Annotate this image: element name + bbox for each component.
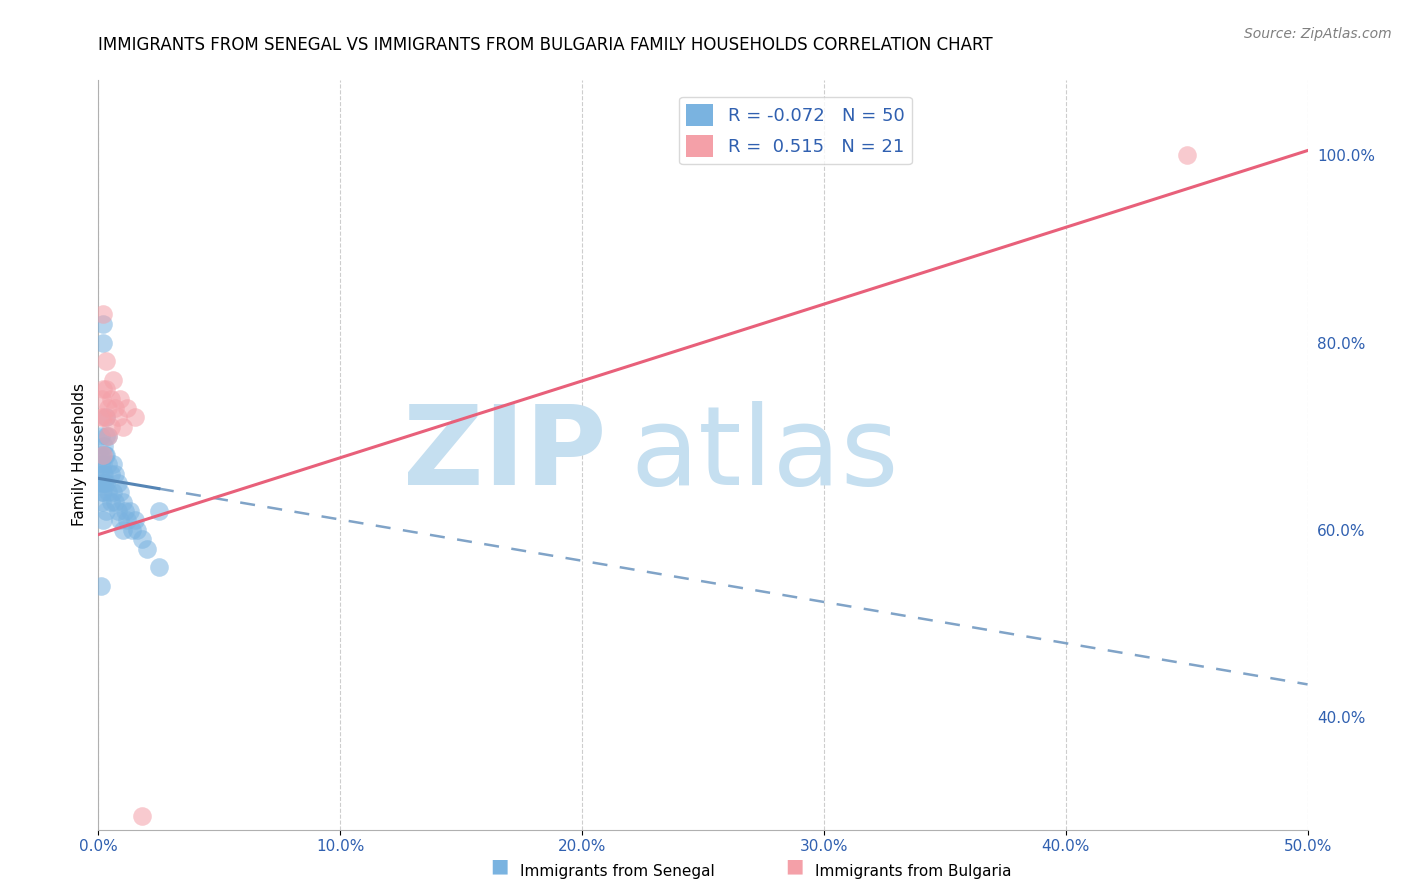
Text: Source: ZipAtlas.com: Source: ZipAtlas.com [1244, 27, 1392, 41]
Point [118, 504, 141, 518]
Point [135, 541, 157, 556]
Point [93, 476, 115, 491]
Point [100, 420, 122, 434]
Point [111, 523, 134, 537]
Point [94, 476, 117, 491]
Point [91, 410, 114, 425]
Point [91, 457, 114, 471]
Point [91, 307, 114, 322]
Point [148, 560, 170, 574]
Text: ZIP: ZIP [404, 401, 606, 508]
Point [93, 439, 115, 453]
Point [91, 335, 114, 350]
Point [91, 383, 114, 397]
Y-axis label: Family Households: Family Households [72, 384, 87, 526]
Point [107, 410, 129, 425]
Point [89, 467, 111, 481]
Point [94, 448, 117, 462]
Point [107, 504, 129, 518]
Point [90, 476, 112, 491]
Point [91, 467, 114, 481]
Point [101, 485, 124, 500]
Point [90, 579, 112, 593]
Point [108, 485, 131, 500]
Point [117, 401, 139, 416]
Point [108, 514, 131, 528]
Point [91, 448, 114, 462]
Point [114, 504, 136, 518]
Text: ■: ■ [489, 857, 509, 876]
Point [90, 429, 112, 443]
Point [111, 494, 134, 508]
Point [91, 485, 114, 500]
Point [93, 448, 115, 462]
Point [97, 429, 120, 443]
Point [94, 429, 117, 443]
Point [101, 457, 124, 471]
Point [127, 523, 149, 537]
Text: ■: ■ [785, 857, 804, 876]
Text: IMMIGRANTS FROM SENEGAL VS IMMIGRANTS FROM BULGARIA FAMILY HOUSEHOLDS CORRELATIO: IMMIGRANTS FROM SENEGAL VS IMMIGRANTS FR… [98, 36, 993, 54]
Point [107, 476, 129, 491]
Point [91, 448, 114, 462]
Point [93, 467, 115, 481]
Legend: R = -0.072   N = 50, R =  0.515   N = 21: R = -0.072 N = 50, R = 0.515 N = 21 [679, 97, 911, 164]
Text: Immigrants from Senegal: Immigrants from Senegal [520, 863, 716, 879]
Point [89, 448, 111, 462]
Point [90, 410, 112, 425]
Point [100, 494, 122, 508]
Point [97, 457, 120, 471]
Point [131, 808, 153, 822]
Text: Immigrants from Bulgaria: Immigrants from Bulgaria [815, 863, 1012, 879]
Point [104, 494, 127, 508]
Point [91, 392, 114, 406]
Point [94, 354, 117, 368]
Point [1175, 148, 1198, 162]
Point [121, 523, 143, 537]
Point [91, 485, 114, 500]
Text: atlas: atlas [630, 401, 898, 508]
Point [111, 420, 134, 434]
Point [97, 429, 120, 443]
Point [117, 514, 139, 528]
Point [94, 383, 117, 397]
Point [100, 467, 122, 481]
Point [104, 401, 127, 416]
Point [97, 485, 120, 500]
Point [101, 373, 124, 387]
Point [91, 317, 114, 331]
Point [100, 392, 122, 406]
Point [94, 504, 117, 518]
Point [91, 514, 114, 528]
Point [94, 410, 117, 425]
Point [97, 401, 120, 416]
Point [148, 504, 170, 518]
Point [90, 494, 112, 508]
Point [94, 410, 117, 425]
Point [91, 476, 114, 491]
Point [104, 467, 127, 481]
Point [108, 392, 131, 406]
Point [124, 514, 146, 528]
Point [131, 532, 153, 546]
Point [124, 410, 146, 425]
Point [90, 457, 112, 471]
